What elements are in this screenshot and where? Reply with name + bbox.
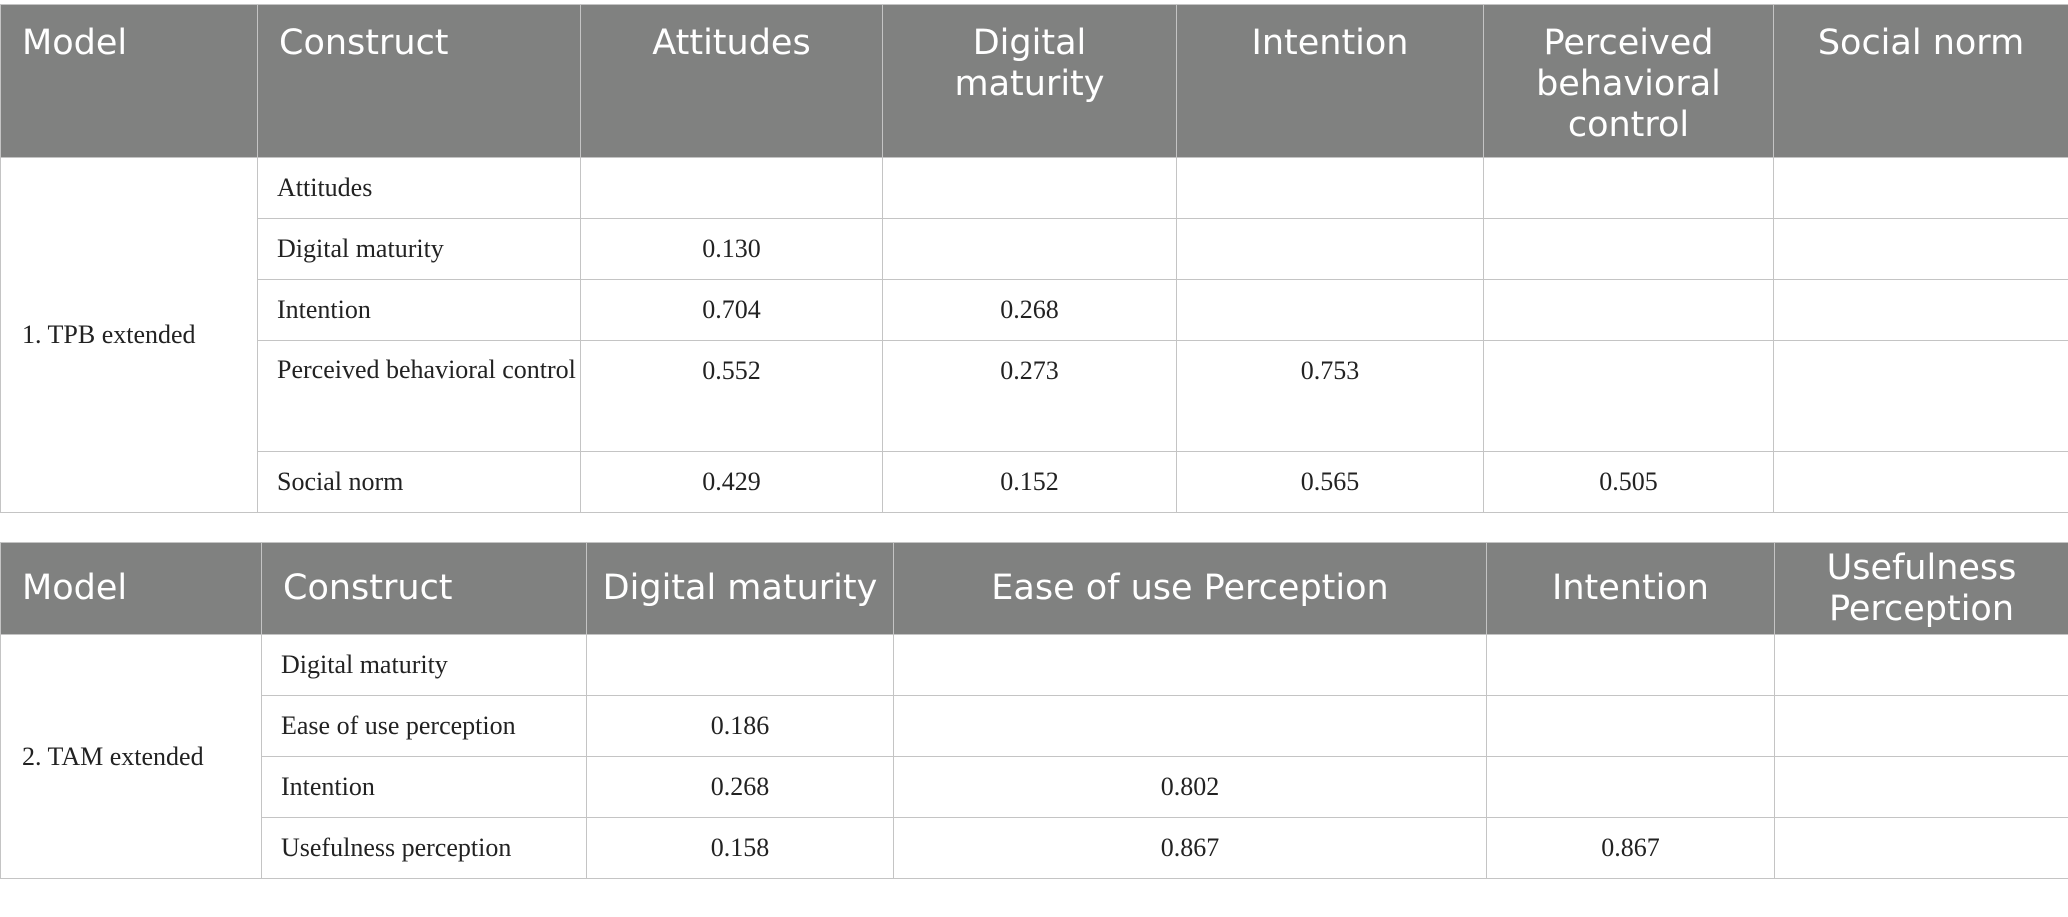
value-cell: 0.867 — [893, 817, 1487, 879]
value-cell — [882, 157, 1177, 219]
value-cell: 0.130 — [580, 218, 883, 280]
value-cell — [1176, 157, 1484, 219]
value-cell: 0.273 — [882, 340, 1177, 452]
value-cell: 0.753 — [1176, 340, 1484, 452]
header-construct: Construct — [261, 542, 587, 635]
value-cell — [1774, 756, 2068, 818]
value-cell: 0.704 — [580, 279, 883, 341]
value-cell — [1486, 695, 1775, 757]
value-cell — [1773, 340, 2068, 452]
table-row: 1. TPB extended Attitudes — [0, 157, 2068, 513]
table-row: Intention 0.268 0.802 — [1, 756, 2068, 818]
table-row: Social norm 0.429 0.152 0.565 0.505 — [1, 451, 2068, 513]
construct-cell: Attitudes — [257, 157, 581, 219]
value-cell — [882, 218, 1177, 280]
model-cell: 1. TPB extended — [0, 157, 258, 513]
tpb-correlation-table: Model Construct Attitudes Digital maturit… — [0, 4, 2068, 513]
table-header-row: Model Construct Attitudes Digital maturit… — [0, 4, 2068, 158]
header-usefulness-perception: Usefulness Perception — [1774, 542, 2068, 635]
construct-cell: Social norm — [257, 451, 581, 513]
value-cell — [1774, 634, 2068, 696]
value-cell: 0.867 — [1486, 817, 1775, 879]
value-cell: 0.802 — [893, 756, 1487, 818]
construct-cell: Usefulness perception — [261, 817, 587, 879]
value-cell — [1486, 634, 1775, 696]
table-row: Usefulness perception 0.158 0.867 0.867 — [1, 817, 2068, 879]
tam-correlation-table: Model Construct Digital maturity Ease of… — [0, 542, 2068, 879]
value-cell — [1483, 340, 1774, 452]
value-cell — [1773, 218, 2068, 280]
value-cell: 0.268 — [882, 279, 1177, 341]
value-cell: 0.158 — [586, 817, 894, 879]
value-cell — [1773, 157, 2068, 219]
value-cell — [1483, 218, 1774, 280]
header-social-norm: Social norm — [1773, 4, 2068, 158]
value-cell — [1483, 279, 1774, 341]
header-digital-maturity: Digital maturity — [586, 542, 894, 635]
value-cell — [1773, 279, 2068, 341]
table-row: Digital maturity 0.130 — [1, 218, 2068, 280]
value-cell: 0.268 — [586, 756, 894, 818]
construct-cell: Ease of use perception — [261, 695, 587, 757]
header-intention: Intention — [1486, 542, 1775, 635]
value-cell: 0.565 — [1176, 451, 1484, 513]
header-attitudes: Attitudes — [580, 4, 883, 158]
header-ease-of-use-perception: Ease of use Perception — [893, 542, 1487, 635]
value-cell — [1774, 817, 2068, 879]
value-cell — [893, 695, 1487, 757]
header-construct: Construct — [257, 4, 581, 158]
value-cell — [1774, 695, 2068, 757]
construct-cell: Digital maturity — [261, 634, 587, 696]
value-cell — [586, 634, 894, 696]
header-digital-maturity: Digital maturity — [882, 4, 1177, 158]
value-cell: 0.552 — [580, 340, 883, 452]
value-cell: 0.429 — [580, 451, 883, 513]
table-row: Intention 0.704 0.268 — [1, 279, 2068, 341]
table-row: Perceived behavioral control 0.552 0.273… — [1, 340, 2068, 452]
table-row: 2. TAM extended Digital maturity — [0, 634, 2068, 879]
value-cell — [893, 634, 1487, 696]
header-model: Model — [0, 4, 258, 158]
header-perceived-behavioral-control: Perceived behavioral control — [1483, 4, 1774, 158]
value-cell — [1176, 218, 1484, 280]
construct-cell: Digital maturity — [257, 218, 581, 280]
table-row: Ease of use perception 0.186 — [1, 695, 2068, 757]
value-cell — [1773, 451, 2068, 513]
header-intention: Intention — [1176, 4, 1484, 158]
construct-cell: Intention — [257, 279, 581, 341]
table-header-row: Model Construct Digital maturity Ease of… — [0, 542, 2068, 635]
model-cell: 2. TAM extended — [0, 634, 262, 879]
value-cell — [580, 157, 883, 219]
value-cell — [1486, 756, 1775, 818]
value-cell: 0.152 — [882, 451, 1177, 513]
construct-cell: Perceived behavioral control — [257, 340, 581, 452]
value-cell: 0.186 — [586, 695, 894, 757]
construct-cell: Intention — [261, 756, 587, 818]
value-cell — [1483, 157, 1774, 219]
header-model: Model — [0, 542, 262, 635]
value-cell — [1176, 279, 1484, 341]
value-cell: 0.505 — [1483, 451, 1774, 513]
